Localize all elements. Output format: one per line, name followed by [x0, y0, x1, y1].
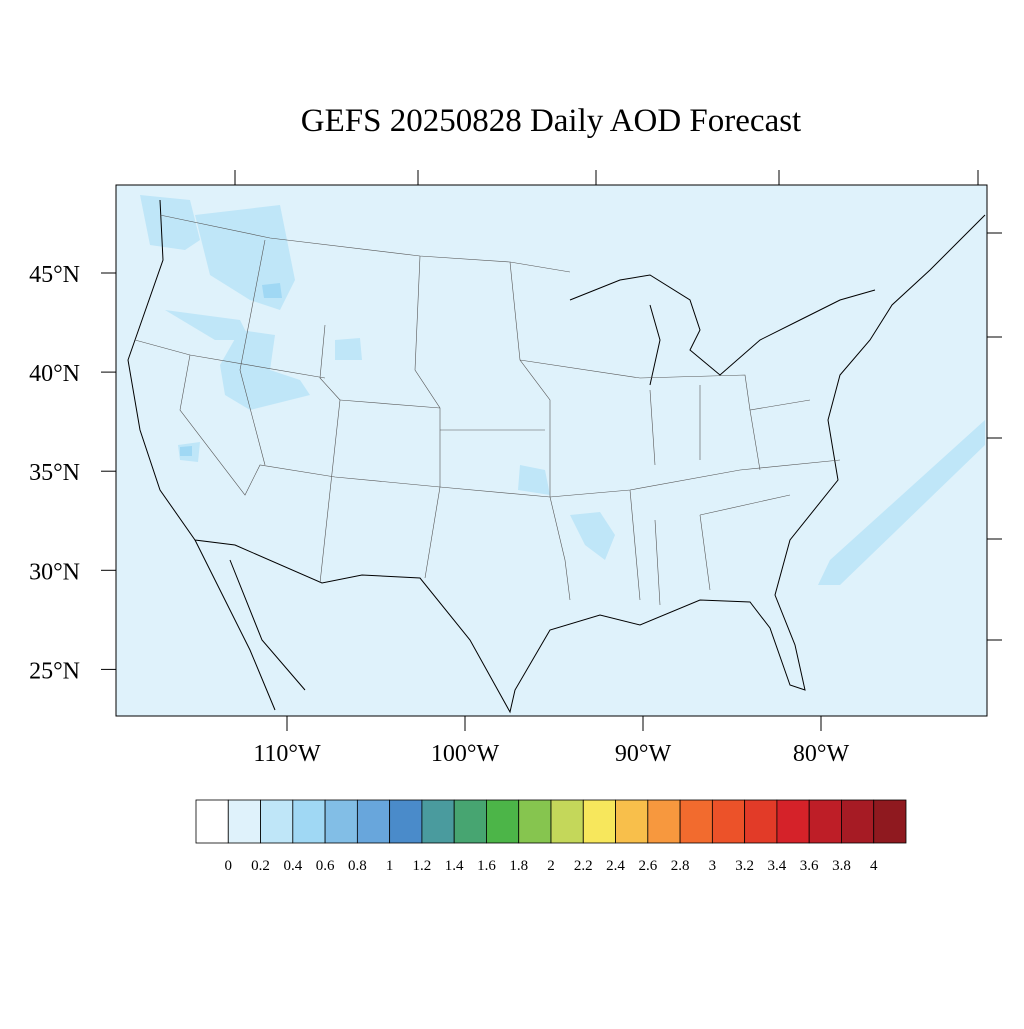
colorbar-box — [518, 799, 552, 844]
colorbar-label: 2.2 — [574, 858, 593, 874]
colorbar-box — [841, 799, 875, 844]
colorbar-box — [615, 799, 649, 844]
colorbar-label: 4 — [870, 858, 878, 874]
lat-label: 25°N — [29, 658, 80, 684]
colorbar-label: 1.4 — [445, 858, 464, 874]
colorbar-box — [453, 799, 487, 844]
colorbar-label: 0.2 — [251, 858, 270, 874]
map-title: GEFS 20250828 Daily AOD Forecast — [301, 103, 801, 139]
colorbar-label: 3 — [709, 858, 717, 874]
aod-patches-dark — [180, 283, 282, 456]
lon-label: 80°W — [793, 741, 850, 767]
colorbar-label: 1.2 — [413, 858, 432, 874]
colorbar-box — [679, 799, 713, 844]
colorbar-box — [776, 799, 810, 844]
lat-label: 35°N — [29, 460, 80, 486]
colorbar-box — [744, 799, 778, 844]
colorbar-label: 3.8 — [832, 858, 851, 874]
colorbar-box — [873, 799, 907, 844]
colorbar-box — [260, 799, 294, 844]
lat-label: 30°N — [29, 559, 80, 585]
coastlines — [127, 199, 986, 714]
colorbar-label: 0.6 — [316, 858, 335, 874]
colorbar-label: 0.8 — [348, 858, 367, 874]
lat-label: 45°N — [29, 262, 80, 288]
colorbar-box — [421, 799, 455, 844]
map-frame — [115, 184, 988, 717]
colorbar-box — [486, 799, 520, 844]
colorbar-label: 2.6 — [638, 858, 657, 874]
colorbar-box — [582, 799, 616, 844]
colorbar-label: 1.6 — [477, 858, 496, 874]
colorbar-box — [808, 799, 842, 844]
colorbar-label: 2.4 — [606, 858, 625, 874]
colorbar-box — [195, 799, 229, 844]
colorbar-label: 3.6 — [800, 858, 819, 874]
lon-label: 110°W — [253, 741, 321, 767]
colorbar: 0 0.2 0.4 0.6 0.8 1 1.2 1.4 1.6 1.8 2 2.2 2.4 2.6 2.8 3… — [195, 799, 907, 874]
colorbar-box — [324, 799, 358, 844]
lon-label: 90°W — [615, 741, 672, 767]
colorbar-label: 1 — [386, 858, 394, 874]
colorbar-label: 2.8 — [671, 858, 690, 874]
state-borders — [134, 214, 841, 606]
colorbar-box — [550, 799, 584, 844]
colorbar-box — [711, 799, 746, 844]
colorbar-box — [389, 799, 423, 844]
colorbar-box — [292, 799, 326, 844]
colorbar-label: 0.4 — [283, 858, 302, 874]
colorbar-label: 3.4 — [768, 858, 787, 874]
aod-patches — [140, 195, 985, 585]
lon-label: 100°W — [431, 741, 500, 767]
colorbar-box — [356, 799, 391, 844]
colorbar-label: 2 — [547, 858, 555, 874]
colorbar-label: 1.8 — [509, 858, 528, 874]
colorbar-box — [227, 799, 261, 844]
colorbar-label: 3.2 — [735, 858, 754, 874]
frame-ticks — [234, 170, 1002, 641]
colorbar-box — [647, 799, 681, 844]
colorbar-label: 0 — [225, 858, 233, 874]
lat-label: 40°N — [29, 361, 80, 387]
